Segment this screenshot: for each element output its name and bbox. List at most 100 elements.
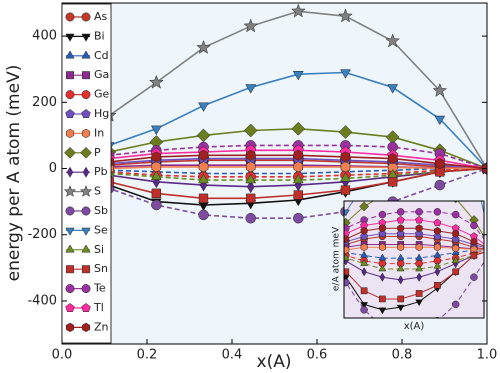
series-line (62, 166, 487, 170)
marker (245, 161, 256, 173)
marker (488, 245, 497, 254)
marker (415, 208, 423, 216)
marker (378, 224, 386, 233)
marker (245, 212, 256, 224)
marker (81, 90, 91, 100)
plot (62, 3, 487, 224)
marker (246, 180, 255, 194)
x-axis-label: x(A) (257, 352, 292, 372)
marker (470, 221, 478, 230)
marker (385, 33, 400, 48)
legend-label: In (94, 126, 104, 139)
marker (81, 322, 91, 333)
marker (489, 246, 495, 253)
marker (415, 229, 424, 238)
marker (451, 210, 460, 219)
legend-label: Pb (94, 165, 108, 178)
marker (344, 235, 350, 244)
series-line (344, 219, 484, 245)
marker (293, 149, 304, 161)
series-line (344, 261, 484, 318)
marker (198, 209, 209, 221)
marker (65, 128, 75, 139)
series-line (62, 159, 487, 170)
legend-label: Sn (94, 262, 108, 275)
marker (82, 166, 90, 178)
marker (416, 272, 422, 282)
x-tick-label: 0.0 (52, 348, 73, 363)
marker (293, 212, 304, 224)
series-line (62, 10, 487, 170)
marker (81, 128, 91, 139)
series-line (62, 167, 487, 200)
marker (293, 190, 303, 200)
marker (291, 121, 306, 136)
marker (243, 123, 258, 138)
y-axis-label: energy per A atom (meV) (4, 65, 24, 282)
legend-label: As (94, 10, 108, 23)
marker (397, 295, 405, 303)
marker (378, 264, 387, 272)
series-line (62, 167, 487, 175)
series-line (344, 227, 484, 247)
marker (151, 151, 162, 163)
marker (379, 272, 386, 282)
marker (489, 247, 495, 253)
marker (65, 206, 75, 216)
marker (397, 275, 404, 285)
marker (340, 69, 351, 79)
series-line (62, 149, 487, 170)
marker (81, 284, 91, 294)
legend-label: Se (94, 223, 108, 236)
marker (360, 306, 368, 314)
series-line (62, 167, 487, 181)
marker (198, 193, 209, 203)
marker (489, 246, 496, 252)
marker (361, 267, 367, 277)
marker (489, 246, 496, 253)
marker (489, 246, 496, 253)
marker (433, 218, 442, 227)
marker (378, 229, 387, 238)
series-line (62, 157, 487, 170)
x-tick-label: 0.4 (222, 348, 243, 363)
legend-label: Tl (93, 301, 104, 314)
series-line (344, 246, 484, 251)
marker (338, 8, 353, 23)
y-tick-label: -400 (27, 293, 57, 308)
marker (82, 71, 90, 80)
marker (243, 18, 259, 33)
series-line (344, 250, 484, 265)
marker (378, 307, 387, 315)
marker (65, 33, 75, 42)
marker (432, 82, 448, 97)
series-line (344, 233, 484, 249)
marker (65, 244, 75, 253)
marker (81, 227, 91, 236)
marker (433, 227, 441, 235)
marker (151, 188, 162, 199)
series-line (62, 127, 487, 170)
marker (489, 246, 496, 253)
marker (65, 12, 75, 22)
marker (452, 268, 460, 276)
marker (245, 84, 257, 94)
marker (81, 244, 91, 253)
marker (293, 161, 304, 173)
inset-frame (343, 200, 485, 319)
marker (489, 246, 496, 252)
x-tick-label: 0.2 (137, 348, 158, 363)
series-line (344, 201, 484, 238)
y-tick-label: -200 (27, 227, 57, 242)
legend-label: P (94, 146, 101, 159)
legend-label: Zn (94, 320, 109, 333)
marker (65, 50, 75, 59)
marker (65, 227, 75, 236)
marker (65, 284, 75, 294)
marker (452, 244, 460, 253)
marker (434, 115, 446, 126)
marker (196, 39, 211, 54)
legend-label: S (94, 185, 101, 198)
marker (470, 273, 478, 281)
